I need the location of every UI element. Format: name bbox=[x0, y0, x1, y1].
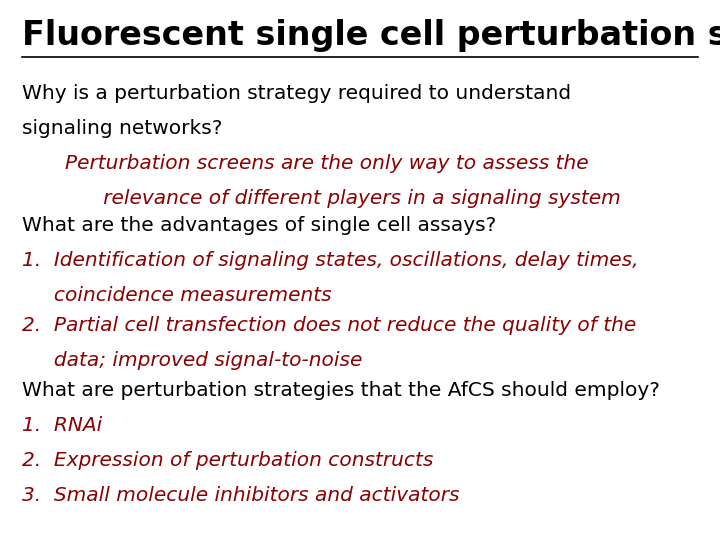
Text: Perturbation screens are the only way to assess the: Perturbation screens are the only way to… bbox=[65, 154, 588, 173]
Text: Fluorescent single cell perturbation screens: Fluorescent single cell perturbation scr… bbox=[22, 19, 720, 52]
Text: 1.  RNAi: 1. RNAi bbox=[22, 416, 102, 435]
Text: What are the advantages of single cell assays?: What are the advantages of single cell a… bbox=[22, 216, 496, 235]
Text: Why is a perturbation strategy required to understand: Why is a perturbation strategy required … bbox=[22, 84, 571, 103]
Text: coincidence measurements: coincidence measurements bbox=[22, 286, 331, 305]
Text: data; improved signal-to-noise: data; improved signal-to-noise bbox=[22, 351, 362, 370]
Text: 1.  Identification of signaling states, oscillations, delay times,: 1. Identification of signaling states, o… bbox=[22, 251, 638, 270]
Text: 2.  Expression of perturbation constructs: 2. Expression of perturbation constructs bbox=[22, 451, 433, 470]
Text: signaling networks?: signaling networks? bbox=[22, 119, 222, 138]
Text: 2.  Partial cell transfection does not reduce the quality of the: 2. Partial cell transfection does not re… bbox=[22, 316, 636, 335]
Text: relevance of different players in a signaling system: relevance of different players in a sign… bbox=[65, 189, 621, 208]
Text: 3.  Small molecule inhibitors and activators: 3. Small molecule inhibitors and activat… bbox=[22, 486, 459, 505]
Text: What are perturbation strategies that the AfCS should employ?: What are perturbation strategies that th… bbox=[22, 381, 660, 400]
